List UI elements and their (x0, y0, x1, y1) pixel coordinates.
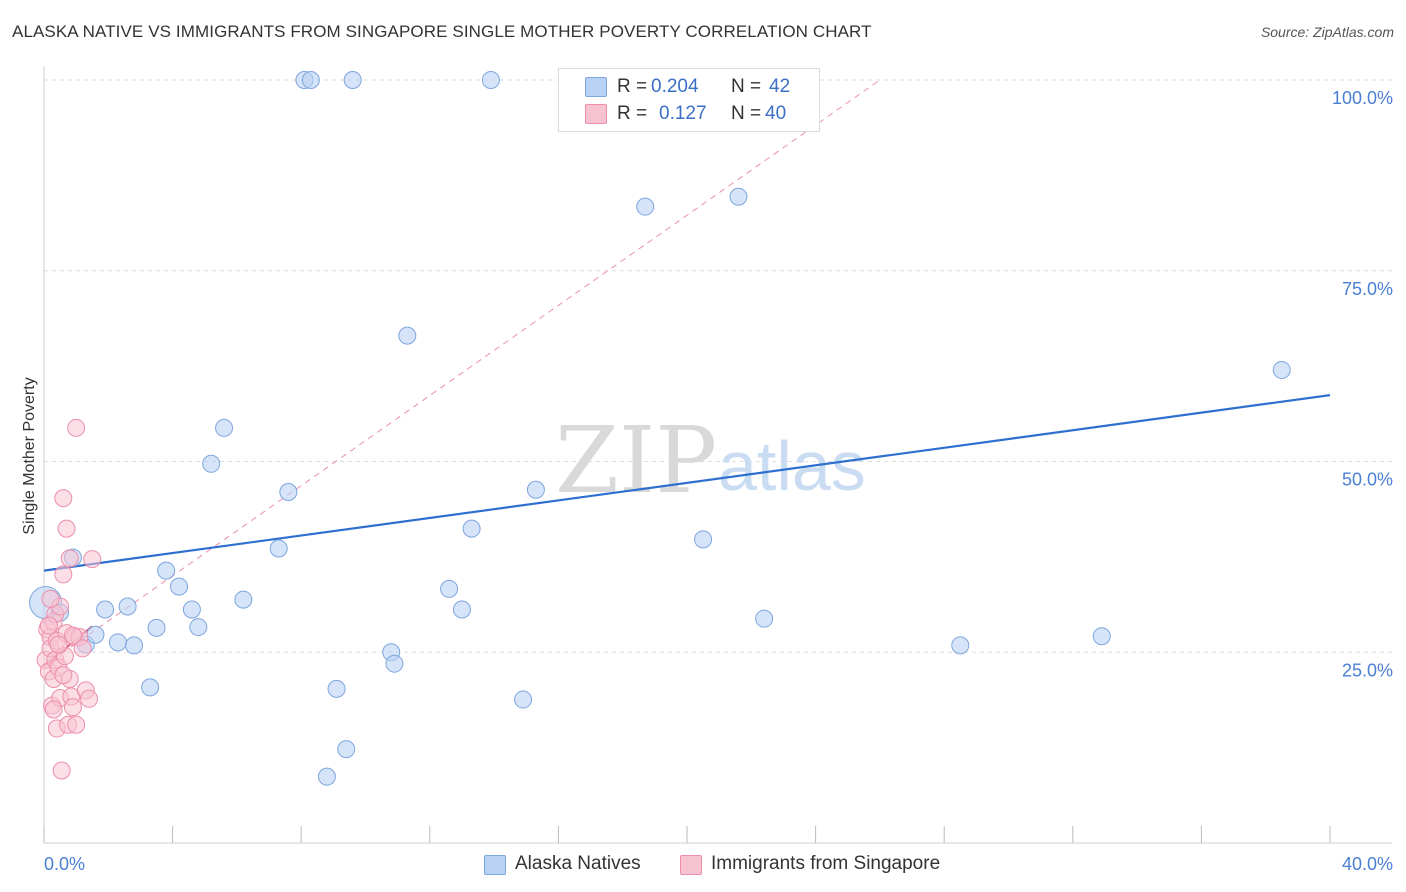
point-alaska-natives (452, 600, 471, 619)
point-alaska-natives (96, 600, 115, 619)
legend-swatch-pink (680, 855, 702, 875)
point-immigrants-singapore (54, 666, 73, 685)
point-alaska-natives (327, 679, 346, 698)
gridlines (44, 79, 1392, 653)
point-immigrants-singapore (60, 549, 79, 568)
tick-labels: 25.0% 50.0% 75.0% 100.0% 0.0% 40.0% (44, 88, 1393, 874)
point-alaska-natives (86, 625, 105, 644)
point-immigrants-singapore (73, 639, 92, 658)
point-immigrants-singapore (49, 635, 68, 654)
point-immigrants-singapore (67, 715, 86, 734)
point-alaska-natives (385, 654, 404, 673)
point-alaska-natives (147, 618, 166, 637)
point-alaska-natives (440, 579, 459, 598)
point-alaska-natives (514, 690, 533, 709)
point-immigrants-singapore (63, 698, 82, 717)
legend-n-value: 42 (769, 76, 791, 97)
point-immigrants-singapore (67, 418, 86, 437)
watermark-atlas: atlas (718, 427, 866, 505)
legend-n-label: N = (731, 76, 762, 97)
point-alaska-natives (157, 561, 176, 580)
axes (43, 66, 1392, 844)
legend-swatch-blue (585, 77, 607, 97)
point-alaska-natives (170, 577, 189, 596)
x-tick-label: 0.0% (44, 854, 85, 874)
point-alaska-natives (202, 454, 221, 473)
point-alaska-natives (269, 539, 288, 558)
point-immigrants-singapore (41, 589, 60, 608)
point-alaska-natives (118, 597, 137, 616)
point-alaska-natives (215, 418, 234, 437)
point-alaska-natives (1272, 360, 1291, 379)
point-alaska-natives (398, 326, 417, 345)
point-alaska-natives (234, 590, 253, 609)
point-immigrants-singapore (54, 565, 73, 584)
point-alaska-natives (279, 483, 298, 502)
series-immigrants-singapore (36, 418, 102, 780)
point-immigrants-singapore (83, 550, 102, 569)
legend-r-value: 0.127 (659, 103, 707, 124)
point-immigrants-singapore (54, 489, 73, 508)
legend-r-value: 0.204 (651, 76, 699, 97)
legend-n-label: N = (731, 103, 762, 124)
chart-title: ALASKA NATIVE VS IMMIGRANTS FROM SINGAPO… (12, 22, 872, 41)
trend-line-singapore-extension (43, 79, 881, 667)
y-tick-label: 25.0% (1342, 660, 1393, 680)
point-alaska-natives (141, 678, 160, 697)
legend-swatch-pink (585, 104, 607, 124)
point-alaska-natives (108, 633, 127, 652)
trend-lines (43, 79, 1331, 667)
point-alaska-natives (1092, 627, 1111, 646)
point-immigrants-singapore (80, 689, 99, 708)
point-alaska-natives (481, 71, 500, 89)
y-axis-title: Single Mother Poverty (21, 377, 38, 534)
point-alaska-natives (317, 767, 336, 786)
point-alaska-natives (462, 519, 481, 538)
point-alaska-natives (189, 618, 208, 637)
point-immigrants-singapore (57, 519, 76, 538)
point-alaska-natives (951, 636, 970, 655)
y-tick-label: 50.0% (1342, 470, 1393, 490)
point-alaska-natives (526, 480, 545, 499)
point-alaska-natives (343, 71, 362, 89)
legend-r-label: R = (617, 103, 648, 124)
source-label: Source: ZipAtlas.com (1260, 24, 1394, 40)
point-immigrants-singapore (63, 626, 82, 645)
point-alaska-natives (729, 187, 748, 206)
series-alaska-natives (29, 71, 1291, 786)
legend-r-label: R = (617, 76, 648, 97)
point-alaska-natives (636, 197, 655, 216)
point-immigrants-singapore (44, 700, 63, 719)
watermark: ZIP atlas (555, 407, 866, 514)
correlation-legend: R = 0.204 N = 42 R = 0.127 N = 40 (558, 68, 820, 132)
y-tick-label: 100.0% (1332, 88, 1393, 108)
point-alaska-natives (694, 530, 713, 549)
point-alaska-natives (337, 740, 356, 759)
y-tick-label: 75.0% (1342, 279, 1393, 299)
legend-label: Immigrants from Singapore (711, 853, 941, 874)
point-alaska-natives (301, 71, 320, 89)
point-immigrants-singapore (39, 616, 58, 635)
legend-swatch-blue (484, 855, 506, 875)
legend-label: Alaska Natives (515, 853, 641, 874)
legend-n-value: 40 (765, 103, 787, 124)
point-immigrants-singapore (52, 761, 71, 780)
point-alaska-natives (125, 636, 144, 655)
x-tick-label: 40.0% (1342, 854, 1393, 874)
point-alaska-natives (755, 609, 774, 628)
point-alaska-natives (182, 600, 201, 619)
trend-line-alaska-natives (43, 394, 1331, 572)
